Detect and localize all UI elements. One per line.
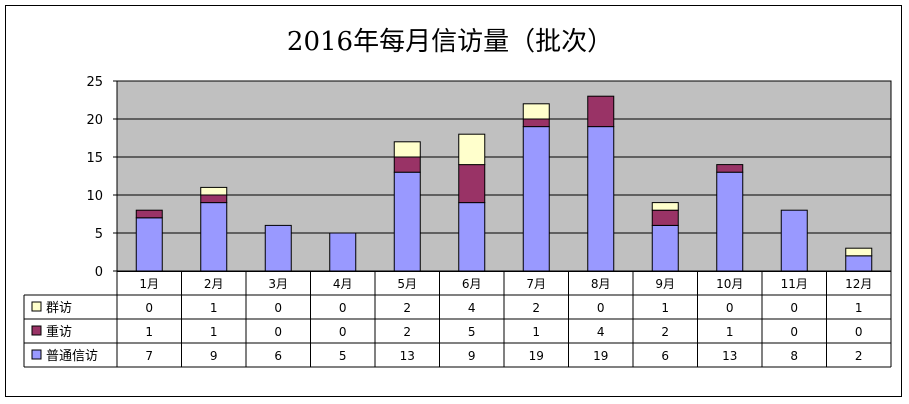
data-label: 0 [339, 325, 347, 339]
x-category-label: 5月 [397, 277, 417, 291]
bar-segment [522, 118, 550, 128]
data-label: 1 [210, 325, 218, 339]
x-category-label: 12月 [845, 277, 872, 291]
bar-segment [845, 255, 873, 272]
data-label: 2 [403, 301, 411, 315]
x-category-label: 7月 [526, 277, 546, 291]
x-category-label: 2月 [204, 277, 224, 291]
bar-segment [587, 126, 615, 272]
bar-segment [329, 232, 357, 272]
bar-segment [200, 202, 228, 272]
bar-segment [651, 224, 679, 272]
bar-segment [458, 133, 486, 166]
bar-segment [522, 103, 550, 120]
data-label: 0 [597, 301, 605, 315]
bar-segment [780, 209, 808, 272]
x-category-label: 6月 [462, 277, 482, 291]
data-label: 0 [726, 301, 734, 315]
bar-segment [135, 217, 163, 272]
data-label: 13 [722, 349, 737, 363]
bar-segment [845, 247, 873, 257]
x-category-label: 3月 [268, 277, 288, 291]
data-label: 5 [468, 325, 476, 339]
data-label: 0 [274, 301, 282, 315]
y-tick-label: 0 [95, 265, 103, 280]
x-category-label: 1月 [139, 277, 159, 291]
y-tick-label: 15 [86, 151, 103, 166]
legend-swatch [31, 325, 42, 336]
data-label: 4 [468, 301, 476, 315]
data-label: 0 [145, 301, 153, 315]
data-label: 9 [468, 349, 476, 363]
bar-segment [393, 171, 421, 272]
data-label: 8 [790, 349, 798, 363]
bar-segment [651, 202, 679, 211]
data-label: 1 [532, 325, 540, 339]
data-label: 19 [529, 349, 544, 363]
x-category-label: 11月 [781, 277, 808, 291]
data-label: 7 [145, 349, 153, 363]
y-tick-label: 10 [86, 189, 103, 204]
data-label: 0 [790, 301, 798, 315]
data-label: 1 [726, 325, 734, 339]
data-label: 2 [403, 325, 411, 339]
x-category-label: 4月 [333, 277, 353, 291]
legend-swatch [31, 349, 42, 360]
bar-segment [393, 156, 421, 173]
x-category-label: 9月 [655, 277, 675, 291]
x-category-label: 10月 [716, 277, 743, 291]
data-label: 5 [339, 349, 347, 363]
bar-segment [135, 209, 163, 219]
data-label: 0 [274, 325, 282, 339]
bar-segment [458, 164, 486, 204]
legend-label: 群访 [46, 301, 72, 316]
legend-label: 重访 [46, 324, 72, 340]
data-label: 1 [855, 301, 863, 315]
data-label: 1 [210, 301, 218, 315]
y-tick-label: 20 [86, 113, 103, 128]
data-label: 13 [400, 349, 415, 363]
bar-segment [200, 186, 228, 196]
data-label: 6 [661, 349, 669, 363]
bar-segment [264, 224, 292, 272]
data-label: 4 [597, 325, 605, 339]
data-label: 1 [145, 325, 153, 339]
x-category-label: 8月 [591, 277, 611, 291]
bar-segment [651, 209, 679, 226]
bar-segment [393, 141, 421, 158]
data-label: 0 [339, 301, 347, 315]
data-label: 19 [593, 349, 608, 363]
data-label: 9 [210, 349, 218, 363]
y-tick-label: 25 [86, 75, 103, 90]
data-label: 0 [790, 325, 798, 339]
bar-segment [587, 95, 615, 128]
bar-segment [716, 164, 744, 173]
bar-segment [522, 126, 550, 272]
data-label: 0 [855, 325, 863, 339]
data-label: 6 [274, 349, 282, 363]
data-label: 2 [661, 325, 669, 339]
chart-title: 2016年每月信访量（批次） [287, 27, 613, 57]
data-label: 2 [855, 349, 863, 363]
bar-segment [200, 194, 228, 204]
data-label: 1 [661, 301, 669, 315]
legend-swatch [31, 301, 42, 312]
bar-segment [716, 171, 744, 272]
bar-segment [458, 202, 486, 272]
plot-area [116, 80, 892, 272]
y-tick-label: 5 [95, 227, 103, 242]
data-label: 2 [532, 301, 540, 315]
legend-label: 普通信访 [46, 349, 98, 364]
